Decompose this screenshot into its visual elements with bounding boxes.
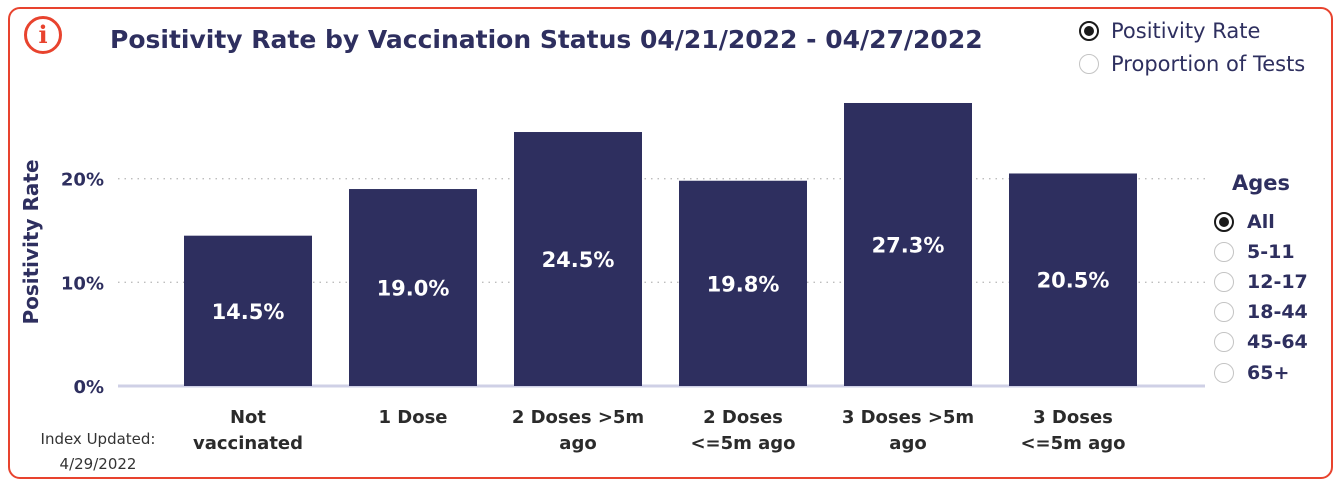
- radio-label: Positivity Rate: [1111, 19, 1261, 43]
- age-option-label: 45-64: [1247, 331, 1308, 353]
- x-category-label: <=5m ago: [690, 433, 795, 454]
- x-category-label: <=5m ago: [1020, 433, 1125, 454]
- radio-unselected-icon: [1214, 302, 1234, 322]
- index-updated: Index Updated: 4/29/2022: [30, 427, 166, 477]
- age-option-1[interactable]: 5-11: [1214, 239, 1295, 265]
- radio-label: Proportion of Tests: [1111, 52, 1306, 76]
- bar[interactable]: [514, 132, 642, 386]
- y-tick-label: 20%: [61, 170, 104, 191]
- age-option-3[interactable]: 18-44: [1214, 299, 1308, 325]
- age-option-0[interactable]: All: [1214, 209, 1275, 235]
- x-category-label: ago: [559, 433, 596, 454]
- radio-unselected-icon: [1214, 332, 1234, 352]
- age-option-label: 12-17: [1247, 271, 1308, 293]
- radio-positivity-rate[interactable]: Positivity Rate: [1079, 16, 1260, 46]
- age-option-5[interactable]: 65+: [1214, 360, 1289, 386]
- radio-selected-icon: [1079, 21, 1099, 41]
- bar[interactable]: [1009, 173, 1137, 386]
- x-category-label: 1 Dose: [378, 407, 447, 428]
- x-category-label: 2 Doses: [703, 407, 783, 428]
- x-category-label: 3 Doses: [1033, 407, 1113, 428]
- age-option-4[interactable]: 45-64: [1214, 329, 1308, 355]
- x-category-label: vaccinated: [193, 433, 303, 454]
- radio-unselected-icon: [1079, 54, 1099, 74]
- bar-data-label: 19.0%: [377, 277, 450, 301]
- radio-unselected-icon: [1214, 272, 1234, 292]
- chart-card-frame: [8, 7, 1333, 479]
- ages-filter-title: Ages: [1232, 171, 1291, 195]
- age-option-2[interactable]: 12-17: [1214, 269, 1308, 295]
- bar[interactable]: [349, 189, 477, 386]
- radio-unselected-icon: [1214, 242, 1234, 262]
- radio-selected-icon: [1214, 212, 1234, 232]
- age-option-label: All: [1247, 211, 1275, 233]
- bar-data-label: 19.8%: [707, 272, 780, 296]
- x-category-label: 3 Doses >5m: [842, 407, 974, 428]
- bar-data-label: 24.5%: [542, 248, 615, 272]
- radio-unselected-icon: [1214, 363, 1234, 383]
- age-option-label: 65+: [1247, 362, 1290, 384]
- index-updated-label: Index Updated:: [40, 430, 156, 448]
- bar-data-label: 20.5%: [1037, 269, 1110, 293]
- info-icon[interactable]: i: [24, 16, 62, 54]
- age-option-label: 18-44: [1247, 301, 1308, 323]
- chart-title: Positivity Rate by Vaccination Status 04…: [110, 25, 983, 54]
- age-option-label: 5-11: [1247, 241, 1295, 263]
- index-updated-date: 4/29/2022: [59, 455, 137, 473]
- bar-data-label: 27.3%: [872, 233, 945, 257]
- bar[interactable]: [184, 235, 312, 386]
- bar[interactable]: [844, 102, 972, 387]
- bar[interactable]: [679, 180, 807, 386]
- bar-data-label: 14.5%: [212, 300, 285, 324]
- x-category-label: ago: [889, 433, 926, 454]
- radio-proportion-of-tests[interactable]: Proportion of Tests: [1079, 49, 1305, 79]
- x-category-label: Not: [230, 407, 266, 428]
- y-tick-label: 10%: [61, 273, 104, 294]
- y-tick-label: 0%: [73, 377, 104, 398]
- x-category-label: 2 Doses >5m: [512, 407, 644, 428]
